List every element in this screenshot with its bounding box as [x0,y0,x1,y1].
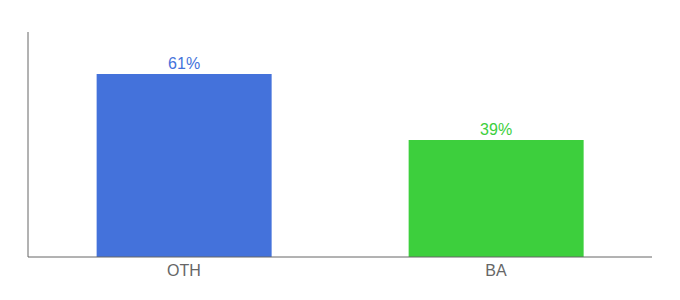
svg-text:39%: 39% [480,121,512,138]
svg-text:BA: BA [485,262,507,279]
svg-text:OTH: OTH [167,262,201,279]
svg-text:61%: 61% [168,55,200,72]
